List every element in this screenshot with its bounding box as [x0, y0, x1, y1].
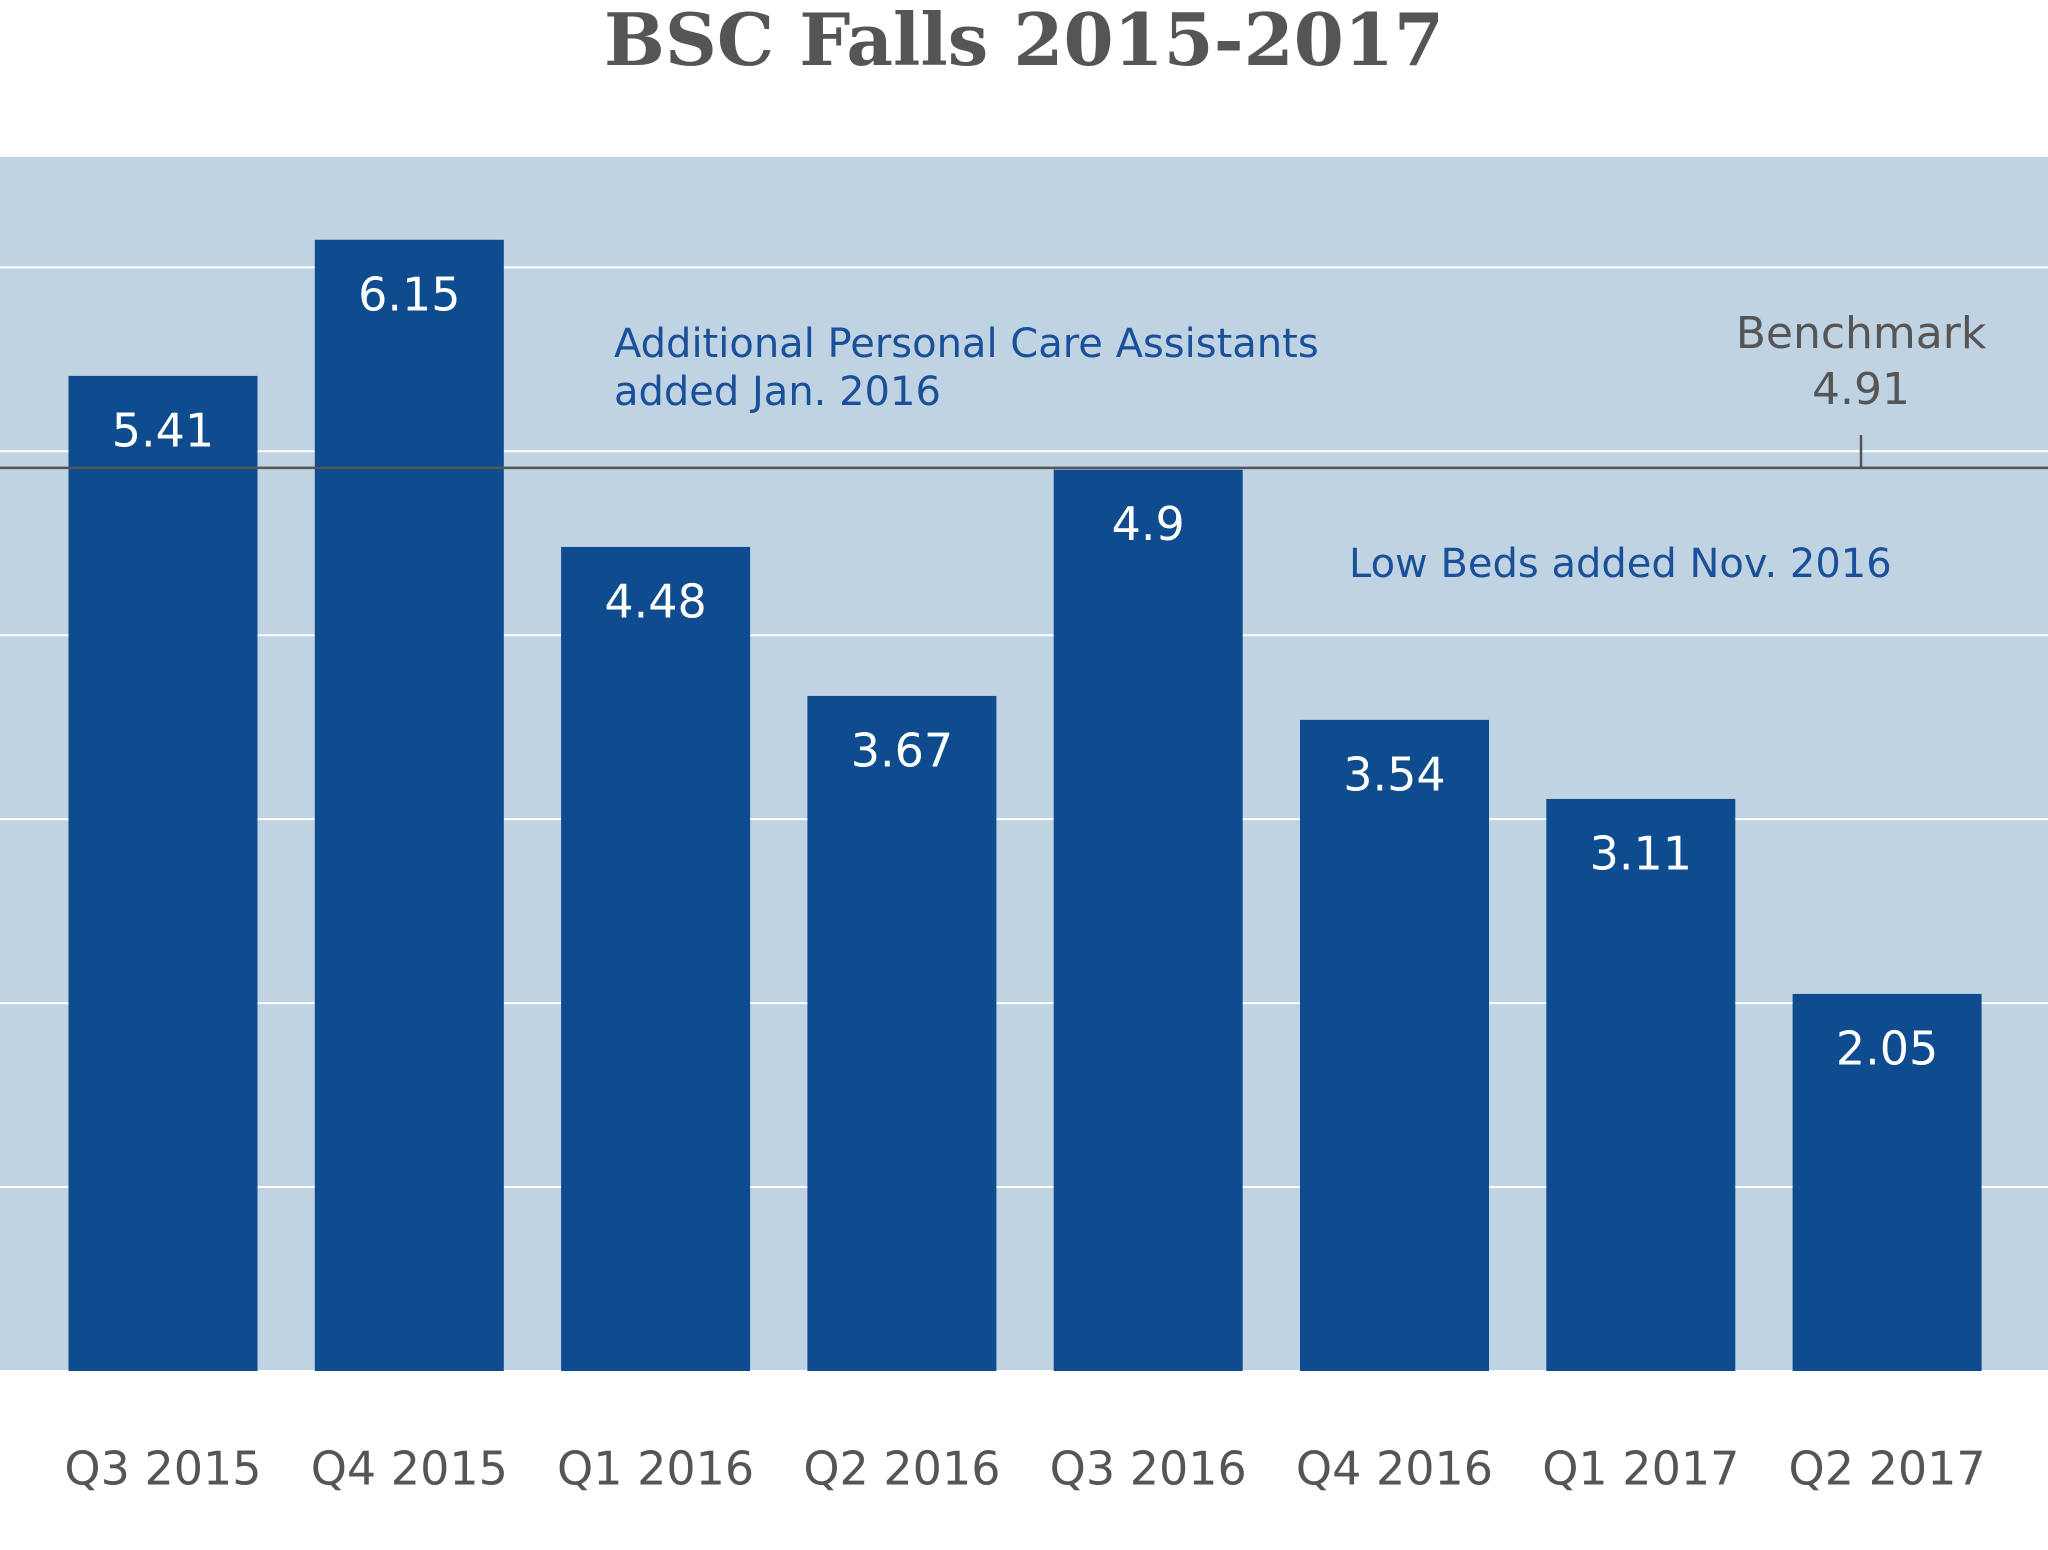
chart-title: BSC Falls 2015-2017 [604, 0, 1444, 82]
x-tick-label: Q2 2016 [803, 1442, 1000, 1496]
annotation: Additional Personal Care Assistants [614, 321, 1319, 367]
value-label: 5.41 [112, 403, 214, 457]
bar [1792, 993, 1982, 1371]
bar [807, 695, 997, 1371]
x-tick-label: Q2 2017 [1789, 1442, 1986, 1496]
value-label: 4.9 [1112, 497, 1185, 551]
bar [314, 239, 504, 1372]
bar [1053, 469, 1243, 1371]
value-label: 6.15 [358, 267, 460, 321]
value-label: 3.11 [1590, 826, 1692, 880]
x-tick-label: Q4 2016 [1296, 1442, 1493, 1496]
x-tick-label: Q3 2015 [64, 1442, 261, 1496]
x-tick-label: Q3 2016 [1050, 1442, 1247, 1496]
bar [1546, 798, 1736, 1371]
annotation: Low Beds added Nov. 2016 [1349, 541, 1892, 587]
benchmark-value: 4.91 [1812, 364, 1910, 415]
x-tick-label: Q1 2016 [557, 1442, 754, 1496]
value-label: 3.54 [1343, 747, 1445, 801]
benchmark-label: Benchmark [1736, 308, 1987, 359]
x-tick-label: Q1 2017 [1542, 1442, 1739, 1496]
value-label: 3.67 [851, 723, 953, 777]
x-tick-label: Q4 2015 [311, 1442, 508, 1496]
bar [561, 546, 751, 1371]
bar [68, 375, 258, 1371]
annotation: added Jan. 2016 [614, 369, 941, 415]
bar [1300, 719, 1489, 1371]
value-label: 2.05 [1836, 1021, 1938, 1075]
value-label: 4.48 [604, 574, 706, 628]
